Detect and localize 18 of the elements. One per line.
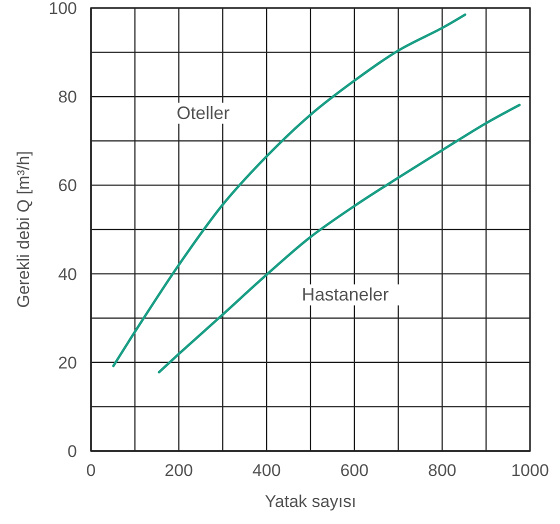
x-tick-label: 1000	[511, 461, 549, 480]
x-tick-label: 0	[86, 461, 96, 480]
y-axis-title: Gerekli debi Q [m³/h]	[14, 151, 33, 308]
text: Oteller	[176, 102, 230, 123]
y-tick-label: 20	[58, 353, 77, 372]
line-series	[112, 13, 466, 368]
y-tick-label: 0	[68, 442, 77, 461]
series-label: Hastaneler	[302, 284, 389, 304]
x-axis-title: Yatak sayısı	[264, 492, 356, 511]
line-series	[158, 104, 521, 374]
y-tick-label: 60	[58, 176, 77, 196]
x-tick-label: 600	[340, 461, 369, 480]
x-tick-label: 800	[428, 461, 456, 480]
y-tick-label: 80	[58, 88, 77, 107]
x-tick-label: 400	[252, 461, 281, 480]
y-tick-label: 40	[58, 264, 77, 284]
y-tick-label: 100	[48, 0, 77, 18]
x-tick-label: 200	[164, 461, 193, 480]
